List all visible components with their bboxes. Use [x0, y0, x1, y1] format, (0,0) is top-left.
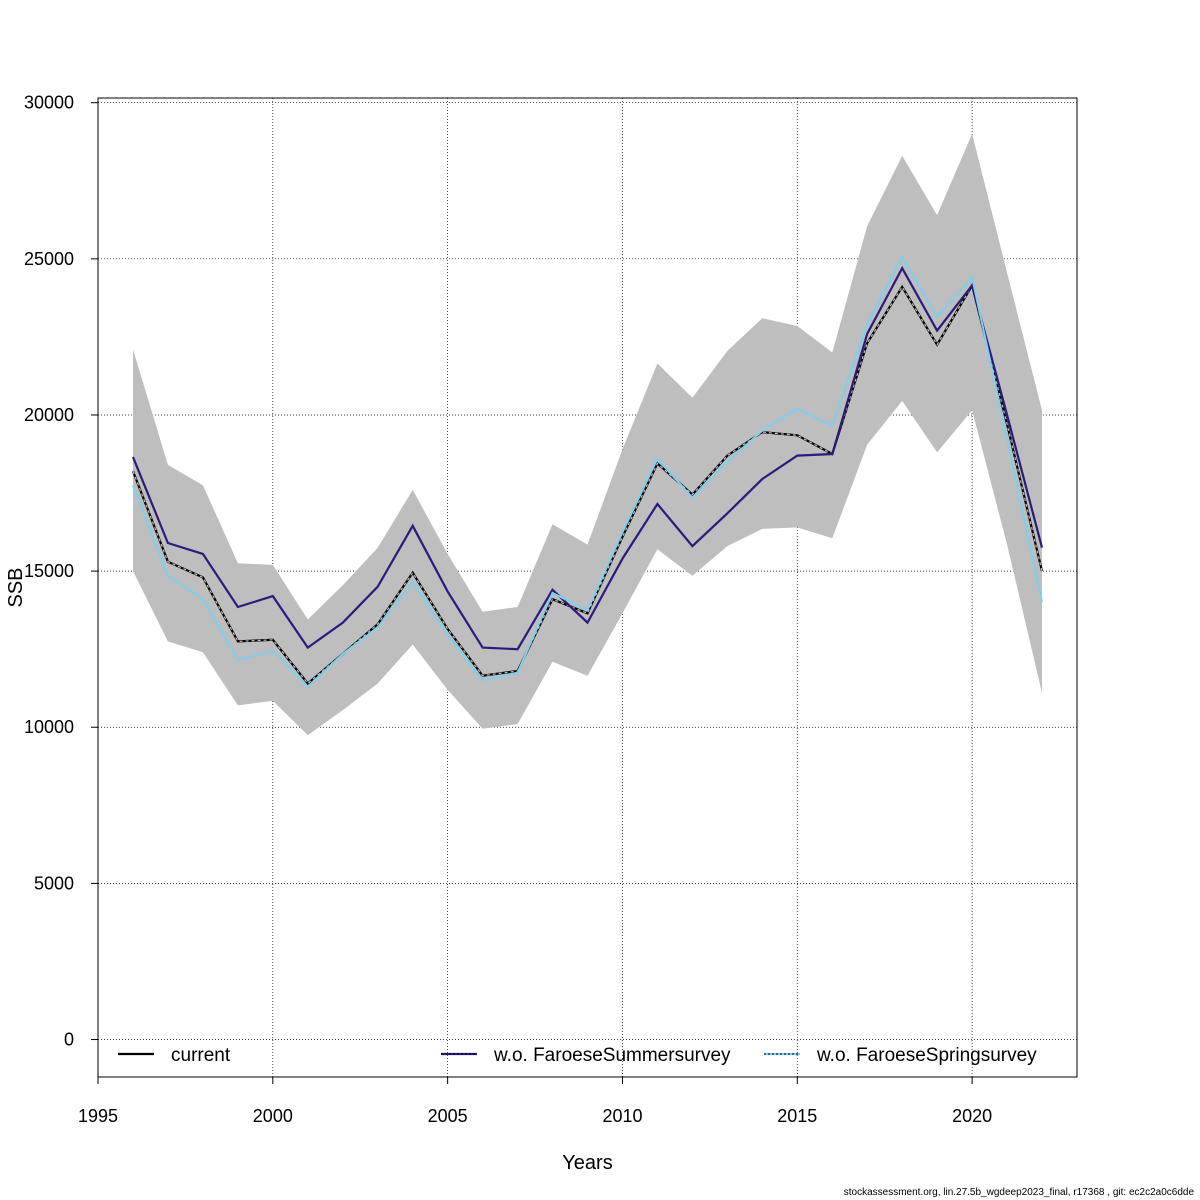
x-tick-label: 1995	[78, 1106, 118, 1126]
legend-label: w.o. FaroeseSpringsurvey	[816, 1045, 1037, 1066]
series-layer	[131, 255, 1044, 688]
series-line-faroese-summer	[131, 265, 1044, 651]
y-tick-label: 10000	[24, 717, 74, 737]
x-tick-label: 2010	[602, 1106, 642, 1126]
y-tick-label: 20000	[24, 405, 74, 425]
y-tick-label: 0	[64, 1030, 74, 1050]
x-tick-label: 2020	[952, 1106, 992, 1126]
confidence-band-layer	[133, 133, 1042, 736]
confidence-band	[133, 133, 1042, 736]
legend-label: current	[171, 1045, 231, 1066]
y-tick-label: 5000	[34, 873, 74, 893]
x-tick-label: 2000	[253, 1106, 293, 1126]
legend: current w.o. FaroeseSummersurvey w.o. Faro…	[118, 1045, 1037, 1066]
footer-credit: stockassessment.org, lin.27.5b_wgdeep202…	[843, 1187, 1194, 1198]
y-tick-label: 15000	[24, 561, 74, 581]
series-line-faroese-spring	[132, 255, 1043, 688]
axes: 1995 2000 2005 2010 2015 2020 0 5000 10000 15000 2…	[24, 93, 992, 1126]
y-tick-label: 30000	[24, 93, 74, 113]
y-axis-title: SSB	[5, 567, 27, 607]
legend-label: w.o. FaroeseSummersurvey	[493, 1045, 731, 1066]
y-tick-label: 25000	[24, 249, 74, 269]
series-line-current-dash	[132, 283, 1043, 685]
x-axis-title: Years	[562, 1152, 612, 1174]
x-tick-label: 2015	[777, 1106, 817, 1126]
x-tick-label: 2005	[428, 1106, 468, 1126]
